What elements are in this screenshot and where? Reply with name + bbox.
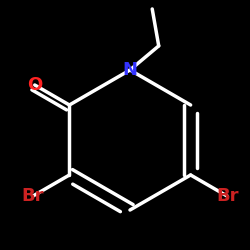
Text: Br: Br xyxy=(216,187,239,205)
Text: N: N xyxy=(122,61,138,79)
Text: Br: Br xyxy=(21,187,44,205)
Text: O: O xyxy=(27,76,42,94)
